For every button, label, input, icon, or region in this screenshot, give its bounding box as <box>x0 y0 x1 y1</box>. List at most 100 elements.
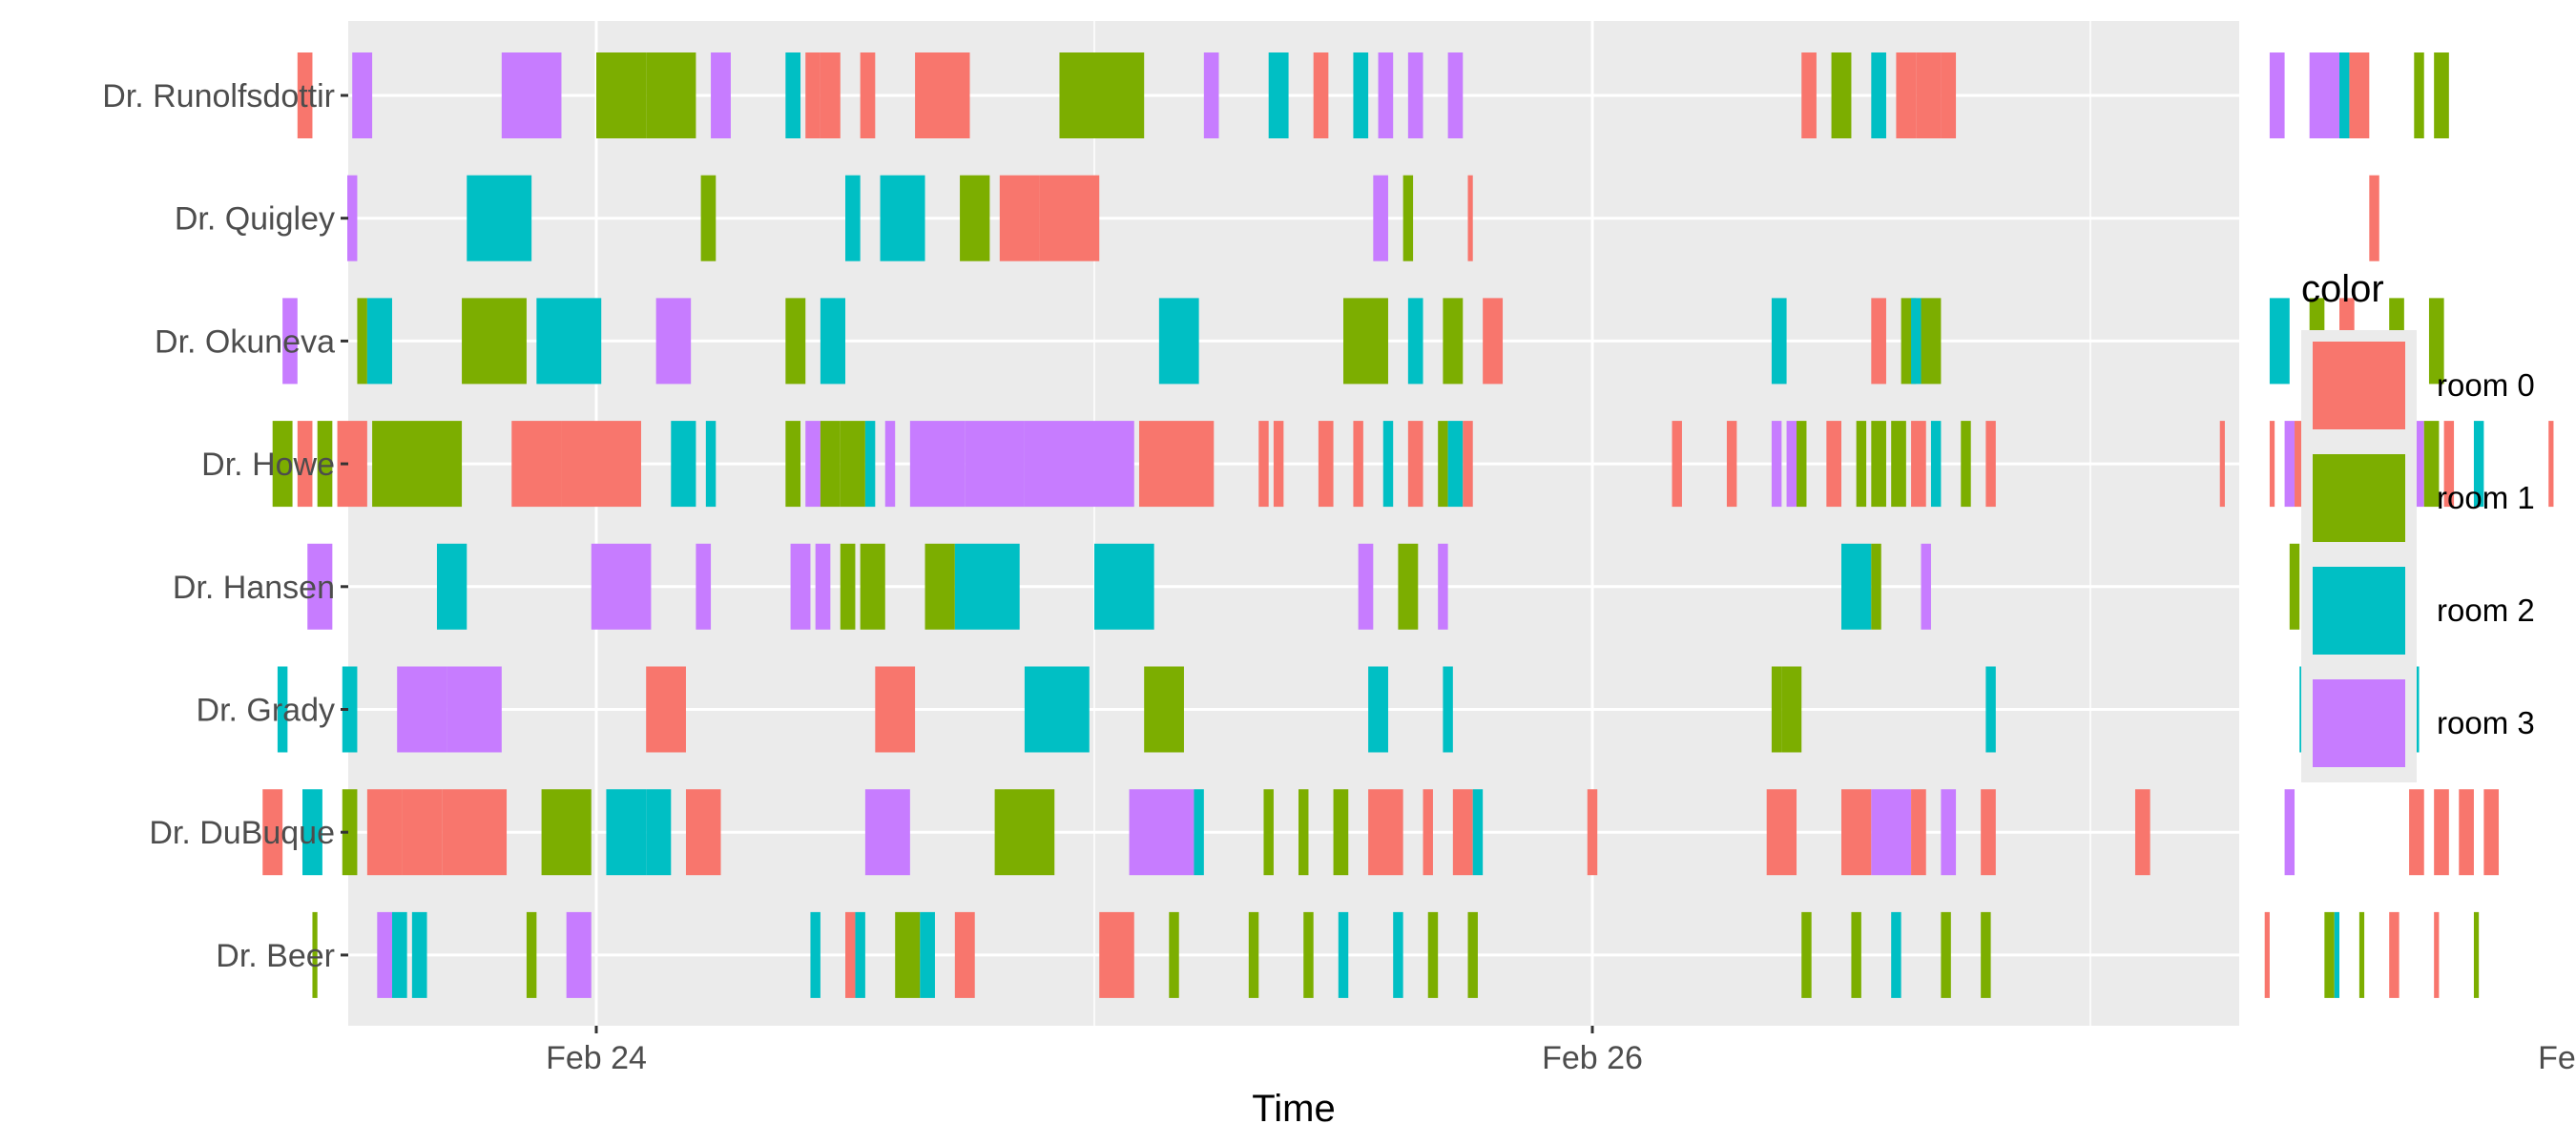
bar-segment <box>965 421 1025 508</box>
bar-segment <box>501 52 562 138</box>
bar-segment <box>1896 52 1917 138</box>
bar-segment <box>840 543 856 630</box>
legend-label: room 2 <box>2437 593 2535 628</box>
x-axis-title: Time <box>1252 1088 1335 1130</box>
bar-segment <box>2358 911 2365 998</box>
bar-segment <box>1158 298 1199 385</box>
bar-segment <box>2334 911 2339 998</box>
bar-segment <box>447 666 502 753</box>
bar-segment <box>785 298 806 385</box>
bar-segment <box>895 911 921 998</box>
y-tick-label: Dr. Grady <box>197 693 335 729</box>
bar-segment <box>1921 298 1942 385</box>
bar-segment <box>1841 789 1872 876</box>
bar-segment <box>1871 52 1886 138</box>
bar-segment <box>1930 421 1942 508</box>
y-axis: Dr. Runolfsdottir Dr. Quigley Dr. Okuneva D… <box>102 78 348 974</box>
bar-segment <box>1856 421 1867 508</box>
bar-segment <box>860 52 876 138</box>
bar-segment <box>909 421 966 508</box>
bar-segment <box>397 666 447 753</box>
bar-segment <box>1483 298 1504 385</box>
bar-segment <box>1443 298 1464 385</box>
bar-segment <box>2483 789 2500 876</box>
bar-segment <box>1169 911 1179 998</box>
bar-segment <box>1467 175 1473 261</box>
bar-segment <box>2473 911 2480 998</box>
legend-title: color <box>2301 268 2384 310</box>
bar-segment <box>342 789 358 876</box>
bar-segment <box>1941 789 1957 876</box>
bar-segment <box>880 175 925 261</box>
bar-segment <box>700 175 717 261</box>
x-tick-label: Feb 24 <box>546 1040 647 1076</box>
bar-segment <box>820 52 841 138</box>
bar-segment <box>1313 52 1329 138</box>
bar-segment <box>840 421 865 508</box>
bar-segment <box>875 666 916 753</box>
legend-label: room 1 <box>2437 480 2535 515</box>
legend-swatch <box>2313 342 2405 429</box>
y-tick-label: Dr. Howe <box>201 447 335 483</box>
bar-segment <box>1378 52 1394 138</box>
bar-segment <box>805 52 821 138</box>
bar-segment <box>1831 52 1852 138</box>
bar-segment <box>1921 543 1931 630</box>
y-tick-label: Dr. Quigley <box>175 201 335 238</box>
bar-segment <box>2309 52 2339 138</box>
bar-segment <box>357 298 367 385</box>
y-tick-label: Dr. Hansen <box>173 570 335 606</box>
bar-segment <box>467 175 532 261</box>
bar-segment <box>591 543 652 630</box>
bar-segment <box>1427 911 1439 998</box>
bar-segment <box>1059 52 1145 138</box>
y-tick-label: Dr. Beer <box>216 938 335 974</box>
bar-segment <box>1911 298 1922 385</box>
bar-segment <box>1985 666 1996 753</box>
bar-segment <box>1786 421 1797 508</box>
bar-segment <box>1144 666 1184 753</box>
legend-swatch <box>2313 679 2405 767</box>
bar-segment <box>282 298 298 385</box>
bar-segment <box>2269 52 2285 138</box>
bar-segment <box>954 543 1020 630</box>
bar-segment <box>1472 789 1484 876</box>
bar-segment <box>1358 543 1374 630</box>
bar-segment <box>1891 421 1906 508</box>
bar-segment <box>954 911 975 998</box>
bar-segment <box>1981 911 1991 998</box>
bar-segment <box>1393 911 1403 998</box>
bar-segment <box>845 911 856 998</box>
bar-segment <box>436 543 467 630</box>
bar-segment <box>1766 789 1797 876</box>
legend-items: room 0 room 1 room 2 room 3 <box>2313 342 2535 767</box>
bar-segment <box>1871 543 1881 630</box>
bar-segment <box>347 175 358 261</box>
bar-segment <box>671 421 696 508</box>
bar-segment <box>2284 421 2296 508</box>
bar-segment <box>2389 911 2399 998</box>
bar-segment <box>1203 52 1219 138</box>
bar-segment <box>1841 543 1872 630</box>
bar-segment <box>596 52 647 138</box>
bar-segment <box>1353 421 1363 508</box>
bar-segment <box>442 789 472 876</box>
bar-segment <box>1318 421 1334 508</box>
bar-segment <box>1467 911 1478 998</box>
bar-segment <box>2349 52 2370 138</box>
bar-segment <box>1407 298 1423 385</box>
bar-segment <box>1916 52 1942 138</box>
bar-segment <box>1268 52 1289 138</box>
bar-segment <box>272 421 293 508</box>
x-tick-label: Feb 26 <box>1542 1040 1643 1076</box>
bar-segment <box>1463 421 1473 508</box>
x-tick-label: Feb 28 <box>2538 1040 2576 1076</box>
bar-segment <box>1407 421 1423 508</box>
bar-segment <box>1447 421 1464 508</box>
bar-segment <box>342 666 358 753</box>
bar-segment <box>1438 543 1448 630</box>
bar-segment <box>855 911 865 998</box>
legend-swatch <box>2313 567 2405 655</box>
bar-segment <box>1801 52 1817 138</box>
